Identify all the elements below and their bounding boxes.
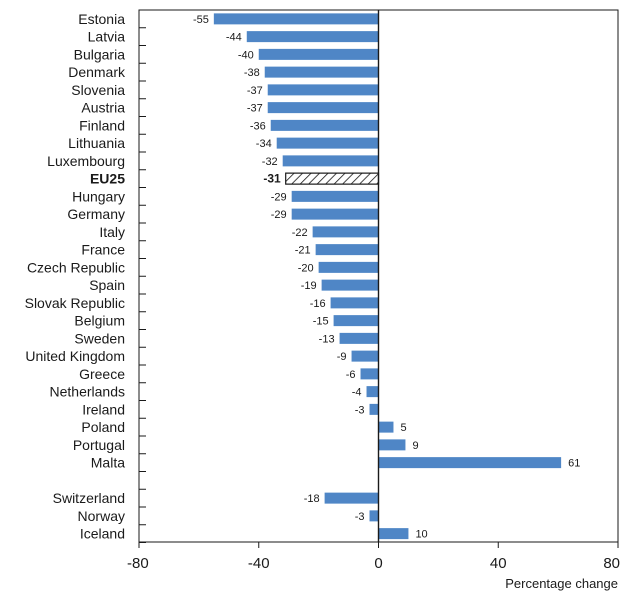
- bar-greece: [360, 368, 379, 380]
- data-label-austria: -37: [247, 103, 263, 115]
- bar-italy: [312, 226, 379, 238]
- bar-germany: [291, 208, 379, 220]
- category-label-portugal: Portugal: [73, 437, 125, 453]
- data-label-malta: 61: [568, 458, 580, 470]
- category-label-malta: Malta: [91, 455, 125, 471]
- data-label-hungary: -29: [271, 191, 287, 203]
- category-label-latvia: Latvia: [88, 29, 126, 45]
- bar-luxembourg: [282, 155, 379, 167]
- bar-united-kingdom: [351, 350, 379, 362]
- x-axis-label: Percentage change: [505, 576, 618, 591]
- data-label-france: -21: [295, 245, 311, 257]
- data-label-belgium: -15: [313, 316, 329, 328]
- bar-denmark: [264, 66, 379, 78]
- data-label-greece: -6: [346, 369, 356, 381]
- x-tick-label: 0: [374, 555, 382, 572]
- category-label-hungary: Hungary: [72, 188, 125, 204]
- bar-portugal: [378, 439, 406, 451]
- category-label-greece: Greece: [79, 366, 125, 382]
- data-label-iceland: 10: [415, 529, 427, 541]
- bar-czech-republic: [318, 261, 379, 273]
- data-label-switzerland: -18: [304, 493, 320, 505]
- x-tick-label: 40: [490, 555, 507, 572]
- category-label-netherlands: Netherlands: [50, 384, 126, 400]
- data-label-slovak-republic: -16: [310, 298, 326, 310]
- x-tick-label: -80: [127, 555, 149, 572]
- category-label-sweden: Sweden: [74, 330, 125, 346]
- data-label-ireland: -3: [355, 404, 365, 416]
- data-label-portugal: 9: [412, 440, 418, 452]
- bar-spain: [321, 279, 379, 291]
- bar-belgium: [333, 315, 379, 327]
- category-label-belgium: Belgium: [74, 313, 125, 329]
- bar-switzerland: [324, 492, 379, 504]
- bar-slovenia: [267, 84, 379, 96]
- category-label-spain: Spain: [89, 277, 125, 293]
- data-label-luxembourg: -32: [262, 156, 278, 168]
- bar-norway: [369, 510, 379, 522]
- category-label-luxembourg: Luxembourg: [47, 153, 125, 169]
- data-label-sweden: -13: [319, 333, 335, 345]
- category-label-iceland: Iceland: [80, 526, 125, 542]
- bar-estonia: [213, 13, 379, 25]
- category-label-ireland: Ireland: [82, 401, 125, 417]
- bar-sweden: [339, 332, 379, 344]
- category-label-bulgaria: Bulgaria: [74, 46, 126, 62]
- bar-malta: [378, 457, 562, 469]
- data-label-eu25: -31: [263, 172, 281, 186]
- data-label-netherlands: -4: [352, 387, 362, 399]
- data-label-czech-republic: -20: [298, 262, 314, 274]
- data-label-spain: -19: [301, 280, 317, 292]
- bar-slovak-republic: [330, 297, 379, 309]
- bar-france: [315, 244, 379, 256]
- category-label-finland: Finland: [79, 117, 125, 133]
- bar-iceland: [378, 528, 409, 540]
- bar-lithuania: [276, 137, 379, 149]
- data-label-lithuania: -34: [256, 138, 272, 150]
- category-label-switzerland: Switzerland: [53, 490, 125, 506]
- category-label-norway: Norway: [78, 508, 125, 524]
- bar-poland: [378, 421, 394, 433]
- category-label-poland: Poland: [81, 419, 125, 435]
- x-tick-label: -40: [248, 555, 270, 572]
- bar-austria: [267, 102, 379, 114]
- data-label-norway: -3: [355, 511, 365, 523]
- category-label-italy: Italy: [99, 224, 125, 240]
- bar-bulgaria: [258, 48, 379, 60]
- data-label-finland: -36: [250, 120, 266, 132]
- bar-finland: [270, 119, 379, 131]
- data-label-estonia: -55: [193, 14, 209, 26]
- category-label-denmark: Denmark: [68, 64, 126, 80]
- bar-eu25: [285, 172, 380, 185]
- bar-latvia: [246, 31, 379, 43]
- data-label-poland: 5: [400, 422, 406, 434]
- category-label-germany: Germany: [67, 206, 125, 222]
- data-label-bulgaria: -40: [238, 49, 254, 61]
- category-label-united-kingdom: United Kingdom: [25, 348, 125, 364]
- data-label-slovenia: -37: [247, 85, 263, 97]
- data-label-latvia: -44: [226, 32, 242, 44]
- category-label-austria: Austria: [81, 100, 125, 116]
- category-label-slovak-republic: Slovak Republic: [25, 295, 125, 311]
- bar-ireland: [369, 403, 379, 415]
- category-label-estonia: Estonia: [78, 11, 125, 27]
- category-label-czech-republic: Czech Republic: [27, 259, 125, 275]
- data-label-united-kingdom: -9: [337, 351, 347, 363]
- data-label-germany: -29: [271, 209, 287, 221]
- category-label-eu25: EU25: [90, 171, 125, 187]
- category-label-france: France: [81, 242, 125, 258]
- bar-netherlands: [366, 386, 379, 398]
- category-label-slovenia: Slovenia: [71, 82, 125, 98]
- bar-hungary: [291, 190, 379, 202]
- category-label-lithuania: Lithuania: [68, 135, 125, 151]
- data-label-denmark: -38: [244, 67, 260, 79]
- x-tick-label: 80: [603, 555, 620, 572]
- data-label-italy: -22: [292, 227, 308, 239]
